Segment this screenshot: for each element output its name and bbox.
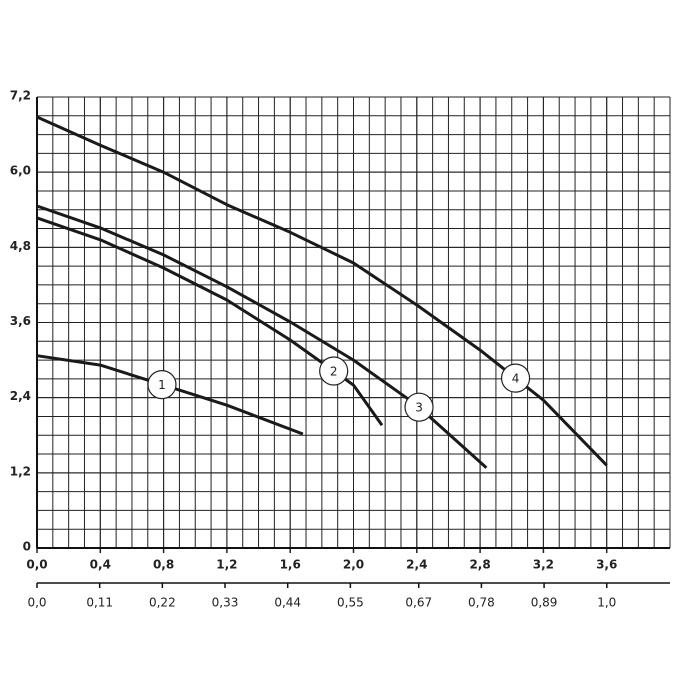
curve (36, 204, 488, 469)
curve-label: 4 (512, 372, 520, 386)
curve-label: 2 (330, 365, 338, 379)
curve-label: 1 (158, 378, 166, 392)
x2-tick-label: 0,11 (86, 596, 113, 610)
x-tick-label: 3,2 (533, 558, 554, 572)
x-tick-label: 2,4 (406, 558, 427, 572)
curve-label-circle (147, 370, 177, 400)
x2-tick-label: 1,0 (597, 596, 616, 610)
curve-label-circle (500, 363, 531, 393)
x2-tick-label: 0,55 (337, 596, 364, 610)
x-tick-label: 3,6 (596, 558, 617, 572)
y-tick-label: 2,4 (10, 389, 31, 403)
x-tick-label: 0,0 (26, 558, 47, 572)
x2-tick-label: 0,33 (212, 596, 239, 610)
curve-label: 3 (415, 401, 423, 415)
x2-tick-label: 0,67 (405, 596, 432, 610)
curve-label-circle (404, 392, 434, 422)
x-tick-label: 1,6 (280, 558, 301, 572)
y-tick-label: 4,8 (10, 239, 31, 253)
y-tick-label: 1,2 (10, 464, 31, 478)
x-tick-label: 2,0 (343, 558, 364, 572)
y-tick-label: 6,0 (10, 164, 31, 178)
x2-tick-label: 0,78 (468, 596, 495, 610)
x2-tick-label: 0,0 (27, 596, 46, 610)
y-tick-label: 3,6 (10, 314, 31, 328)
x-tick-label: 0,8 (153, 558, 174, 572)
curve (36, 216, 384, 427)
x2-tick-label: 0,89 (531, 596, 558, 610)
curve-label-circle (319, 356, 349, 386)
y-tick-label: 7,2 (10, 89, 31, 103)
x-tick-label: 0,4 (90, 558, 111, 572)
y-tick-label: 0 (23, 540, 31, 554)
x2-tick-label: 0,44 (274, 596, 301, 610)
x-tick-label: 1,2 (216, 558, 237, 572)
x2-tick-label: 0,22 (149, 596, 176, 610)
x-tick-label: 2,8 (469, 558, 490, 572)
